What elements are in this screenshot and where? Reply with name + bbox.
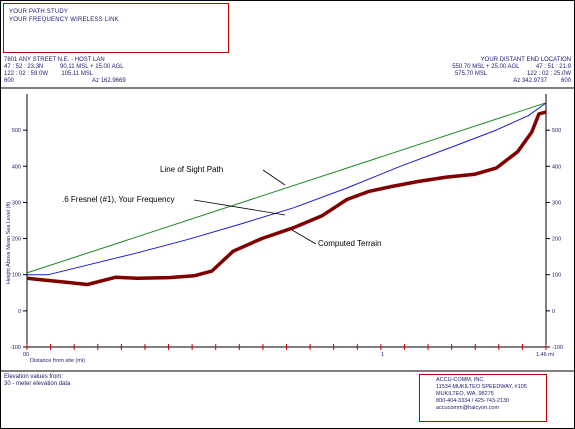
company-city: MUKILTEO, WA. 98275 xyxy=(436,391,494,397)
elevation-source: Elevation values from: 30 - meter elevat… xyxy=(4,374,70,388)
y-tick-label-right: 300 xyxy=(552,200,561,206)
x-tick-label: 1 xyxy=(381,352,384,358)
annotation-leader xyxy=(193,199,286,216)
y-tick-label-left: 500 xyxy=(12,128,21,134)
site-a-top-value: 600 xyxy=(4,78,15,84)
site-a-coords-2: 122 : 02 : 59.0W 105.11 MSL xyxy=(4,71,94,77)
y-tick-label-left: 400 xyxy=(12,164,21,170)
y-tick-label-left: 300 xyxy=(12,200,21,206)
path-study-title-box: YOUR PATH STUDY YOUR FREQUENCY WIRELESS … xyxy=(3,3,229,53)
site-a-coords-1: 47 : 52 : 23.3N 90.11 MSL + 15.00 AGL xyxy=(4,64,124,70)
link-title: YOUR FREQUENCY WIRELESS LINK xyxy=(9,17,119,23)
elevation-source-line-2: 30 - meter elevation data xyxy=(4,381,71,387)
site-a-azimuth: Az 162.9669 xyxy=(92,78,126,84)
y-tick-label-right: 400 xyxy=(552,164,561,170)
site-b-coords-1: 550.70 MSL + 25.00 AGL 47 : 51 : 21.9 xyxy=(452,64,571,70)
site-a-name: 7801 ANY STREET N.E. - HOST LAN xyxy=(4,57,105,63)
computed-terrain-line xyxy=(26,110,547,287)
annotation-leader xyxy=(262,169,286,186)
annotation-label: Line of Sight Path xyxy=(160,165,223,174)
y-tick-label-left: 200 xyxy=(12,237,21,243)
site-b-name: YOUR DISTANT END LOCATION xyxy=(480,57,571,63)
elevation-source-line-1: Elevation values from: xyxy=(4,374,64,380)
y-axis-title: Height Above Mean Sea Level (ft) xyxy=(6,202,12,284)
fresnel-zone-line xyxy=(27,102,547,276)
site-b-azimuth: Az 342.9737 xyxy=(513,78,547,84)
company-info-box: ACCU-COMM, INC. 11534 MUKILTEO SPEEDWAY,… xyxy=(419,374,547,422)
x-tick-label: 00 xyxy=(23,352,29,358)
site-b-coords-2: 575.70 MSL 122 : 02 : 25.0W xyxy=(454,71,571,77)
company-address: 11534 MUKILTEO SPEEDWAY, #105 xyxy=(436,384,527,390)
company-phone: 800-404-3334 / 425-743-2130 xyxy=(436,398,510,404)
y-tick-label-right: -100 xyxy=(552,345,563,351)
y-tick-label-right: 100 xyxy=(552,273,561,279)
company-email: accucomm@halcyon.com xyxy=(436,405,500,411)
site-b-top-value: 600 xyxy=(560,78,571,84)
y-tick-label-left: -100 xyxy=(10,345,21,351)
annotation-leader xyxy=(291,229,317,245)
y-tick-label-left: 0 xyxy=(18,309,21,315)
y-tick-label-right: 200 xyxy=(552,237,561,243)
study-title: YOUR PATH STUDY xyxy=(9,9,69,15)
y-tick-label-right: 0 xyxy=(552,309,555,315)
company-name: ACCU-COMM, INC. xyxy=(436,377,485,383)
x-axis-title: Distance from site (mi) xyxy=(30,358,85,364)
y-tick-label-left: 100 xyxy=(12,273,21,279)
annotation-label: Computed Terrain xyxy=(318,239,381,248)
line-of-sight-path xyxy=(26,102,547,274)
y-tick-label-right: 500 xyxy=(552,128,561,134)
x-tick-label: 1.46 mi xyxy=(536,352,554,358)
annotation-label: .6 Fresnel (#1), Your Frequency xyxy=(62,195,175,204)
